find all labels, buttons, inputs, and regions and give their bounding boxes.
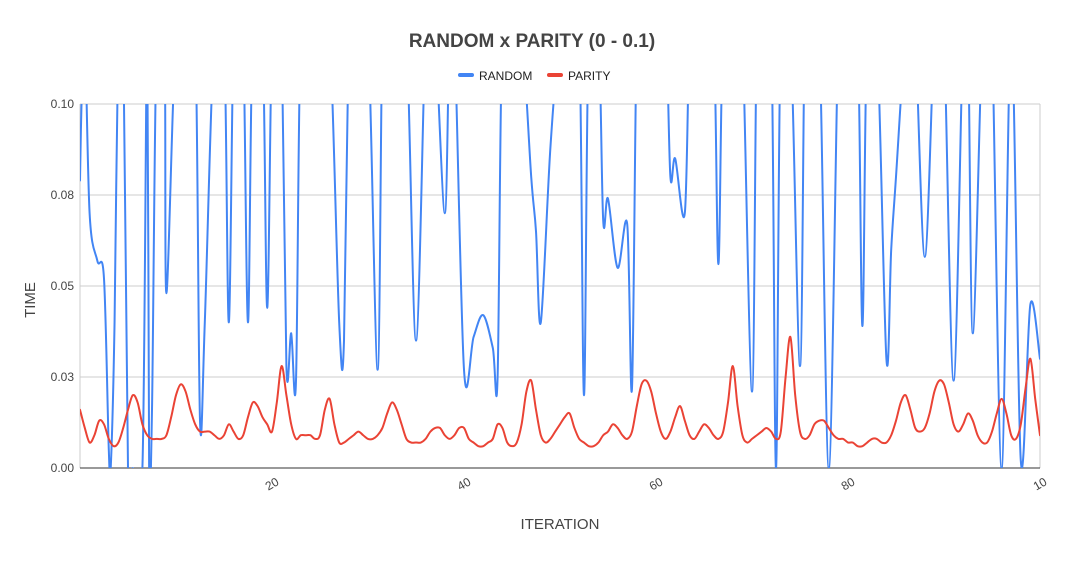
series-layer: [80, 104, 1040, 468]
y-tick-label: 0.00: [51, 461, 75, 475]
series-line-random: [80, 104, 1040, 468]
x-axis-label: ITERATION: [521, 516, 600, 533]
gridlines: [80, 103, 1041, 468]
x-tick-label: 40: [455, 474, 474, 493]
legend-swatch-random: [458, 73, 474, 77]
legend-label-random: RANDOM: [479, 69, 532, 83]
y-axis-label: TIME: [22, 282, 39, 318]
x-tick-label: 10: [1031, 474, 1050, 493]
x-tick-label: 80: [839, 474, 858, 493]
x-tick-label: 20: [263, 474, 282, 493]
y-axis-ticks: 0.00 0.03 0.05 0.08 0.10: [51, 97, 75, 475]
chart-title: RANDOM x PARITY (0 - 0.1): [409, 31, 655, 52]
legend-label-parity: PARITY: [568, 69, 610, 83]
y-tick-label: 0.08: [51, 188, 75, 202]
x-axis-ticks: 20 40 60 80 10: [263, 474, 1050, 493]
legend: RANDOM PARITY: [458, 69, 610, 83]
y-tick-label: 0.03: [51, 370, 75, 384]
y-tick-label: 0.10: [51, 97, 75, 111]
x-tick-label: 60: [647, 474, 666, 493]
y-tick-label: 0.05: [51, 279, 75, 293]
legend-swatch-parity: [547, 73, 563, 77]
series-line-parity: [80, 335, 1040, 448]
